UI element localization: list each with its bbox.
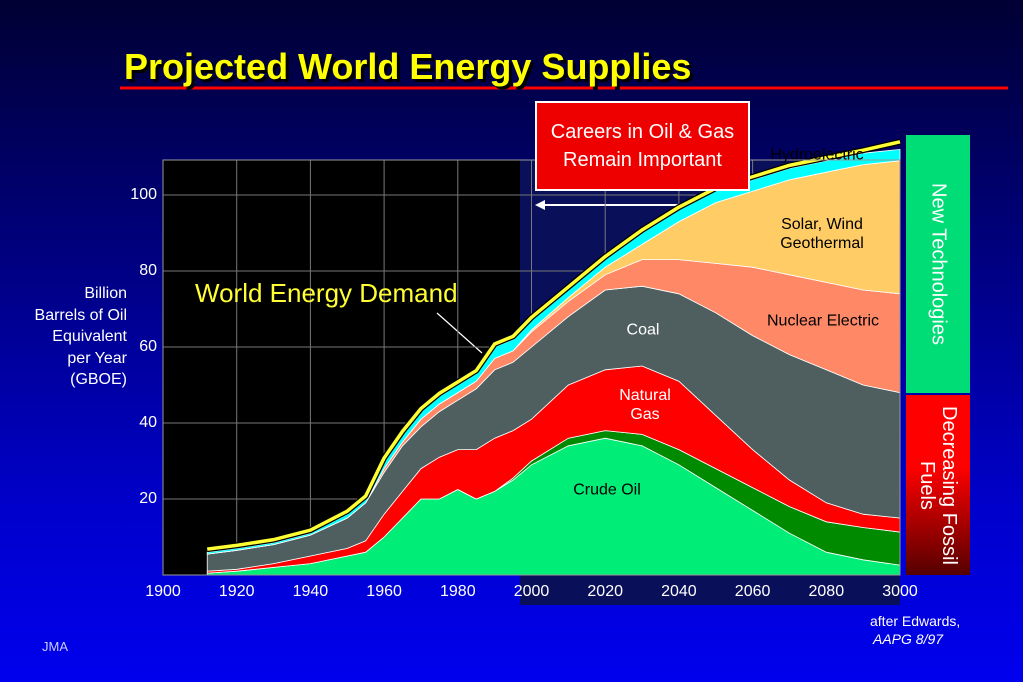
y-tick-label: 40 (139, 414, 157, 431)
x-tick-label: 2080 (809, 583, 845, 600)
area-label: Solar, Wind Geothermal (780, 216, 864, 252)
x-tick-label: 1980 (440, 583, 476, 600)
y-axis-label: Billion Barrels of Oil Equivalent per Ye… (34, 285, 127, 388)
source: AAPG 8/97 (873, 631, 944, 647)
x-tick-label: 2020 (587, 583, 623, 600)
y-tick-label: 20 (139, 490, 157, 507)
new-tech-band: New Technologies (906, 135, 970, 393)
x-tick-label: 2000 (514, 583, 550, 600)
footer: JMA (42, 639, 68, 654)
x-tick-label: 1920 (219, 583, 255, 600)
x-tick-label: 1940 (293, 583, 329, 600)
x-tick-label: 2060 (735, 583, 771, 600)
x-tick-label: 2040 (661, 583, 697, 600)
pointer (436, 312, 483, 354)
x-tick-label: 1900 (145, 583, 181, 600)
area-label: Hydroelectric (770, 146, 864, 164)
area-label: Coal (626, 321, 660, 339)
plot-frame (162, 159, 901, 576)
title: Projected World Energy Supplies (124, 46, 692, 87)
y-tick-label: 100 (130, 186, 157, 203)
area-label: Crude Oil (573, 481, 641, 499)
area-label: Natural Gas (619, 387, 671, 423)
demand-label: World Energy Demand (195, 278, 458, 308)
demand-line (206, 140, 901, 551)
x-tick-label: 3000 (882, 583, 918, 600)
fossil-band: Decreasing Fossil Fuels (906, 395, 970, 575)
y-tick-label: 80 (139, 262, 157, 279)
x-tick-label: 1960 (366, 583, 402, 600)
source: after Edwards, (870, 613, 961, 629)
y-tick-label: 60 (139, 338, 157, 355)
area-label: Nuclear Electric (766, 312, 880, 330)
callout: Careers in Oil & Gas Remain Important (535, 101, 750, 191)
